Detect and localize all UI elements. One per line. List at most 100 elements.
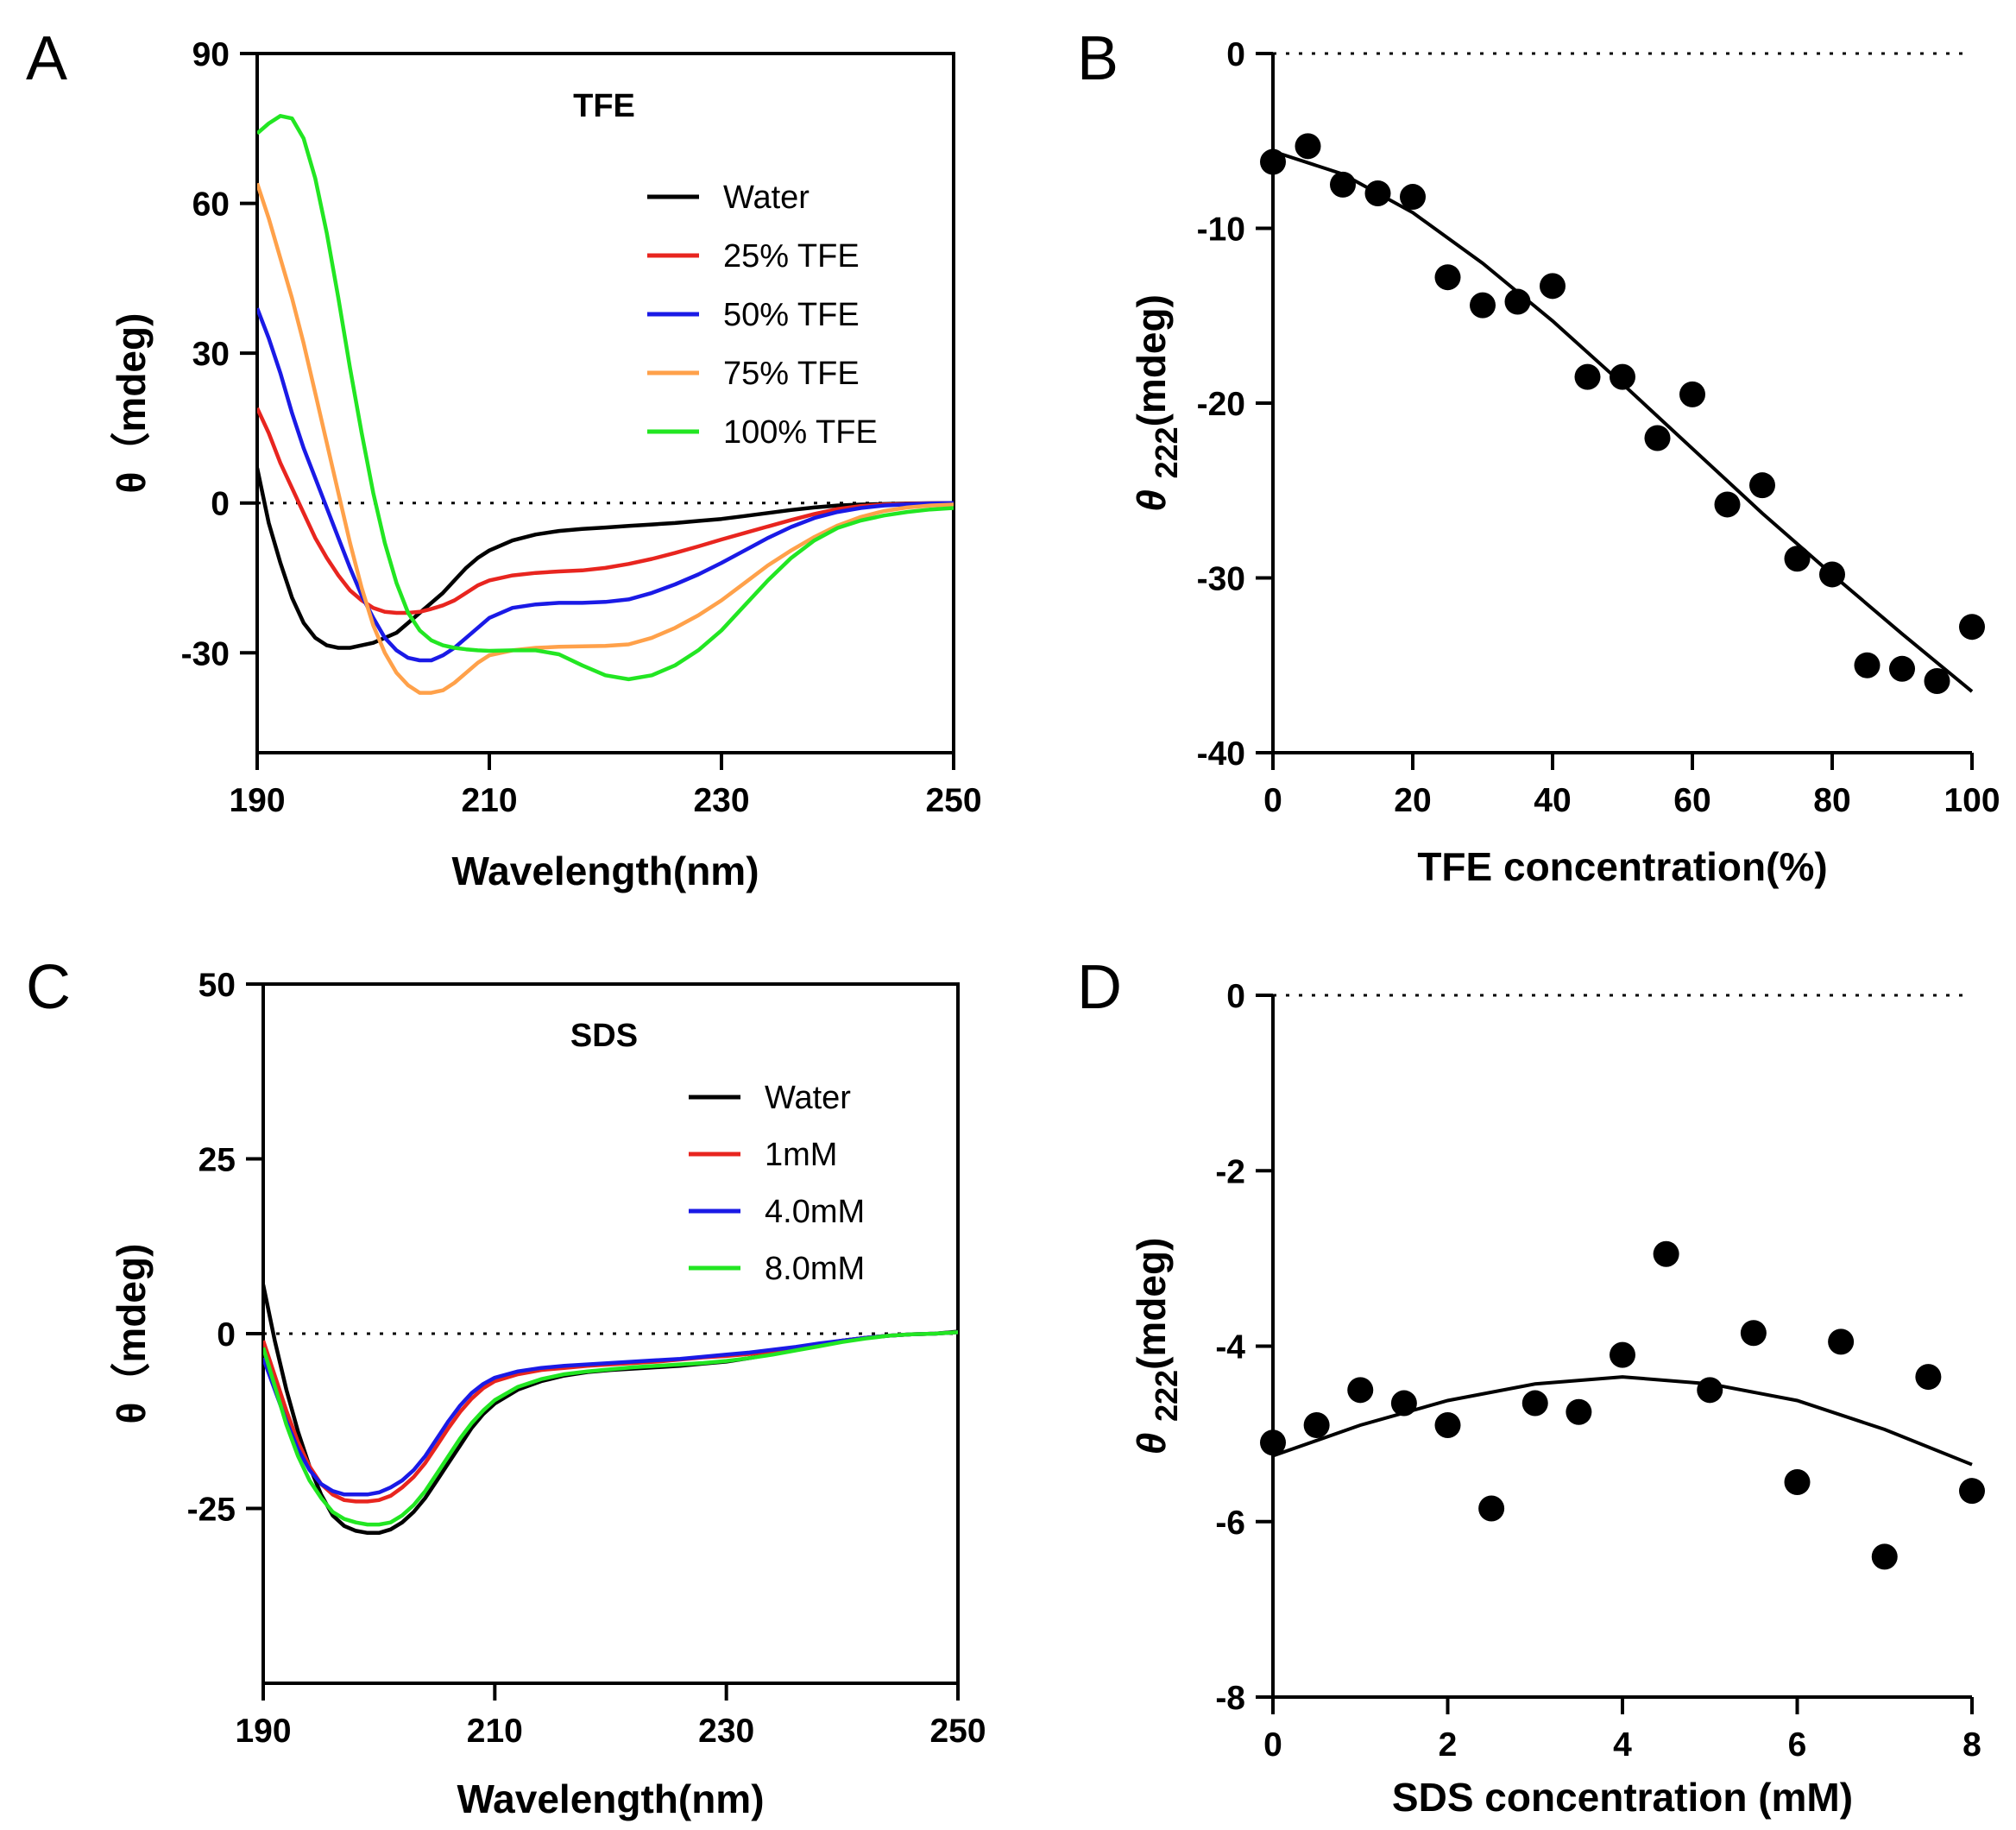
y-tick-label-d: -2 [1215, 1153, 1245, 1190]
series-line-c-4 [263, 1330, 958, 1527]
data-point-d [1303, 1411, 1330, 1438]
y-tick-label-c: 50 [198, 967, 236, 1004]
panel-label-b: B [1077, 24, 1118, 93]
data-point-d [1260, 1429, 1286, 1456]
x-tick-label-c: 190 [235, 1713, 291, 1750]
y-axis-title-unit-b: (mdeg) [1129, 294, 1174, 426]
x-axis-title-b: TFE concentration(%) [1417, 844, 1827, 889]
data-point-b [1749, 472, 1775, 499]
x-tick-label-a: 210 [461, 782, 517, 819]
chart-panel-d: 0 2 4 6 8 0 -2 -4 -6 -8 SDS concentration (mM) θ 22… [1129, 978, 1985, 1820]
data-point-b [1540, 273, 1566, 300]
y-tick-label-d: -6 [1215, 1505, 1245, 1542]
data-point-b [1854, 652, 1881, 678]
series-line-a-3 [257, 307, 954, 663]
legend-label-a-5: 100% TFE [723, 414, 878, 451]
y-tick-label-d: 0 [1226, 978, 1245, 1015]
data-point-b [1400, 184, 1426, 211]
x-tick-label-d: 8 [1962, 1726, 1981, 1764]
chart-title-c: SDS [570, 1018, 638, 1054]
y-axis-title-subscript-b: 222 [1149, 426, 1184, 478]
y-tick-label-c: 0 [217, 1316, 236, 1354]
x-tick-label-b: 80 [1813, 782, 1850, 819]
data-point-d [1828, 1328, 1855, 1355]
data-point-d [1915, 1364, 1942, 1391]
x-axis-title-c: Wavelength(nm) [457, 1776, 764, 1821]
legend-label-c-2: 1mM [765, 1137, 837, 1173]
data-point-d [1434, 1411, 1461, 1438]
legend-label-a-2: 25% TFE [723, 238, 860, 274]
x-tick-label-a: 190 [229, 782, 285, 819]
fit-curve-d [1272, 1375, 1973, 1467]
y-tick-label-b: -40 [1197, 735, 1245, 773]
chart-panel-b: 0 20 40 60 80 100 0 -10 -20 -30 -40 TFE concentrati… [1129, 36, 2000, 889]
panel-label-d: D [1077, 953, 1122, 1022]
y-axis-title-symbol-b: θ [1129, 478, 1174, 511]
x-tick-label-b: 0 [1263, 782, 1282, 819]
data-point-b [1295, 133, 1321, 160]
x-tick-label-b: 20 [1394, 782, 1431, 819]
legend-label-c-3: 4.0mM [765, 1194, 865, 1230]
fit-curve-b [1272, 149, 1974, 693]
data-point-b [1959, 614, 1985, 640]
y-tick-label-b: -20 [1197, 386, 1245, 423]
legend-label-c-1: Water [765, 1080, 851, 1116]
x-tick-label-a: 250 [925, 782, 981, 819]
x-tick-label-c: 250 [929, 1713, 986, 1750]
data-point-b [1679, 381, 1705, 407]
chart-title-a: TFE [573, 88, 635, 124]
data-point-b [1364, 180, 1391, 206]
x-tick-label-d: 4 [1613, 1726, 1632, 1764]
data-point-b [1924, 667, 1950, 694]
chart-panel-a: 190 210 230 250 90 60 30 0 -30 Wavelength(nm) θ（md… [109, 36, 982, 893]
x-tick-label-c: 230 [698, 1713, 754, 1750]
x-tick-label-d: 6 [1788, 1726, 1807, 1764]
data-point-d [1347, 1377, 1374, 1404]
legend-label-a-4: 75% TFE [723, 356, 860, 392]
data-point-d [1959, 1478, 1985, 1505]
series-line-c-3 [263, 1330, 958, 1497]
x-tick-label-d: 0 [1263, 1726, 1282, 1764]
y-tick-label-a: 60 [192, 186, 230, 224]
y-tick-label-b: -30 [1197, 561, 1245, 598]
y-axis-title-d: θ 222(mdeg) [1129, 1238, 1184, 1455]
x-tick-label-d: 2 [1439, 1726, 1458, 1764]
legend-label-a-3: 50% TFE [723, 297, 860, 333]
data-point-b [1434, 264, 1461, 291]
y-axis-title-a: θ（mdeg) [109, 313, 154, 494]
data-point-d [1521, 1390, 1548, 1417]
series-line-a-1 [257, 467, 954, 650]
legend-label-c-4: 8.0mM [765, 1251, 865, 1287]
data-point-b [1330, 171, 1356, 198]
data-point-d [1740, 1320, 1767, 1347]
chart-panel-c: 190 210 230 25050250-25Wavelength(nm)θ（mdeg… [109, 967, 986, 1821]
y-tick-label-a: 30 [192, 336, 230, 373]
y-axis-title-c: θ（mdeg) [109, 1244, 154, 1424]
x-axis-title-a: Wavelength(nm) [451, 849, 759, 893]
y-tick-label-b: -10 [1197, 211, 1245, 249]
y-tick-label-b: 0 [1226, 36, 1245, 73]
y-axis-title-subscript-d: 222 [1149, 1370, 1184, 1422]
y-axis-title-symbol-d: θ [1129, 1422, 1174, 1455]
y-axis-title-b: θ 222(mdeg) [1129, 294, 1184, 512]
series-line-c-2 [263, 1330, 958, 1504]
data-point-b [1610, 363, 1635, 390]
y-tick-label-c: 25 [198, 1142, 236, 1179]
x-tick-label-b: 100 [1944, 782, 2000, 819]
x-tick-label-b: 60 [1673, 782, 1710, 819]
data-point-b [1819, 561, 1845, 588]
data-point-d [1610, 1341, 1635, 1368]
data-point-b [1784, 546, 1811, 572]
data-point-b [1470, 292, 1496, 319]
series-line-a-2 [257, 407, 954, 615]
data-point-d [1566, 1398, 1592, 1425]
data-point-b [1714, 491, 1741, 518]
y-tick-label-d: -8 [1215, 1680, 1245, 1717]
y-tick-label-a: 0 [211, 486, 230, 523]
data-point-d [1697, 1377, 1723, 1404]
data-point-b [1260, 148, 1286, 175]
x-tick-label-b: 40 [1534, 782, 1571, 819]
x-tick-label-a: 230 [693, 782, 749, 819]
data-point-d [1653, 1240, 1679, 1267]
y-tick-label-a: -30 [181, 635, 230, 672]
